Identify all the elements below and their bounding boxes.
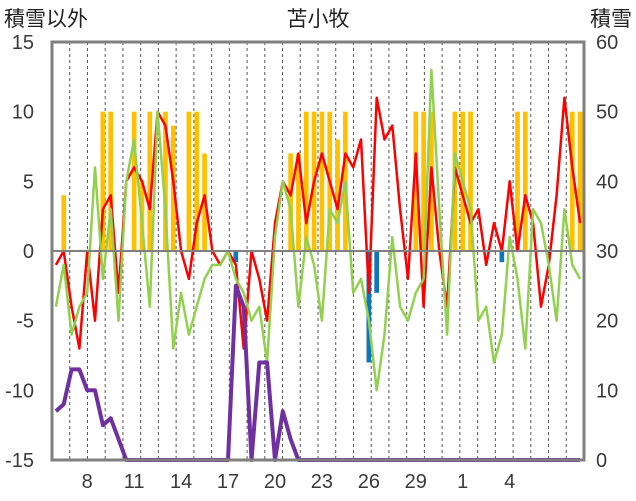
bar xyxy=(319,111,325,252)
left-tick-label: 15 xyxy=(12,32,34,54)
x-axis-ticks: 8 11 14 17 20 23 26 29 1 4 xyxy=(82,471,516,493)
x-tick-label: 23 xyxy=(311,471,333,493)
bar xyxy=(108,111,114,252)
bar xyxy=(194,111,200,252)
bar xyxy=(335,139,340,251)
bar xyxy=(374,251,380,293)
bar xyxy=(233,251,239,263)
left-tick-label: 0 xyxy=(23,241,34,263)
bar xyxy=(147,111,153,252)
right-tick-label: 40 xyxy=(596,171,618,193)
right-axis-label: 積雪 xyxy=(590,8,632,31)
series-line-2 xyxy=(54,96,582,350)
bar xyxy=(569,111,575,252)
right-tick-label: 20 xyxy=(596,311,618,333)
x-tick-label: 14 xyxy=(170,471,192,493)
bar xyxy=(131,111,137,252)
x-tick-label: 4 xyxy=(504,471,515,493)
bar xyxy=(163,111,168,252)
bar xyxy=(468,111,473,252)
bar xyxy=(296,153,301,251)
series-line-3 xyxy=(54,68,582,392)
bar xyxy=(413,111,419,252)
bar xyxy=(515,111,520,252)
right-tick-label: 10 xyxy=(596,380,618,402)
x-tick-label: 8 xyxy=(82,471,93,493)
x-tick-label: 17 xyxy=(217,471,239,493)
x-tick-label: 11 xyxy=(124,471,145,493)
bar xyxy=(421,111,426,252)
right-tick-label: 0 xyxy=(596,450,607,472)
left-tick-label: -10 xyxy=(5,380,34,402)
bar xyxy=(186,111,192,252)
x-tick-label: 20 xyxy=(264,471,286,493)
left-tick-label: -5 xyxy=(16,311,34,333)
x-tick-label: 26 xyxy=(358,471,380,493)
bar xyxy=(499,251,505,263)
bar xyxy=(100,111,106,252)
bar xyxy=(366,251,372,363)
bar xyxy=(288,153,293,251)
right-axis-ticks: 60 50 40 30 20 10 0 xyxy=(596,32,618,472)
bar xyxy=(303,111,309,252)
bar xyxy=(61,195,67,251)
left-axis-ticks: 15 10 5 0 -5 -10 -15 xyxy=(5,32,34,472)
bar xyxy=(522,111,528,252)
left-tick-label: -15 xyxy=(5,450,34,472)
bar xyxy=(577,111,583,252)
right-tick-label: 50 xyxy=(596,102,618,124)
right-tick-label: 60 xyxy=(596,32,618,54)
chart-title: 苫小牧 xyxy=(287,8,350,31)
left-tick-label: 5 xyxy=(23,171,34,193)
right-tick-label: 30 xyxy=(596,241,618,263)
left-tick-label: 10 xyxy=(12,102,34,124)
x-tick-label: 1 xyxy=(457,471,468,493)
plot-frame xyxy=(50,40,586,462)
x-tick-label: 29 xyxy=(405,471,427,493)
left-axis-label: 積雪以外 xyxy=(4,8,88,31)
